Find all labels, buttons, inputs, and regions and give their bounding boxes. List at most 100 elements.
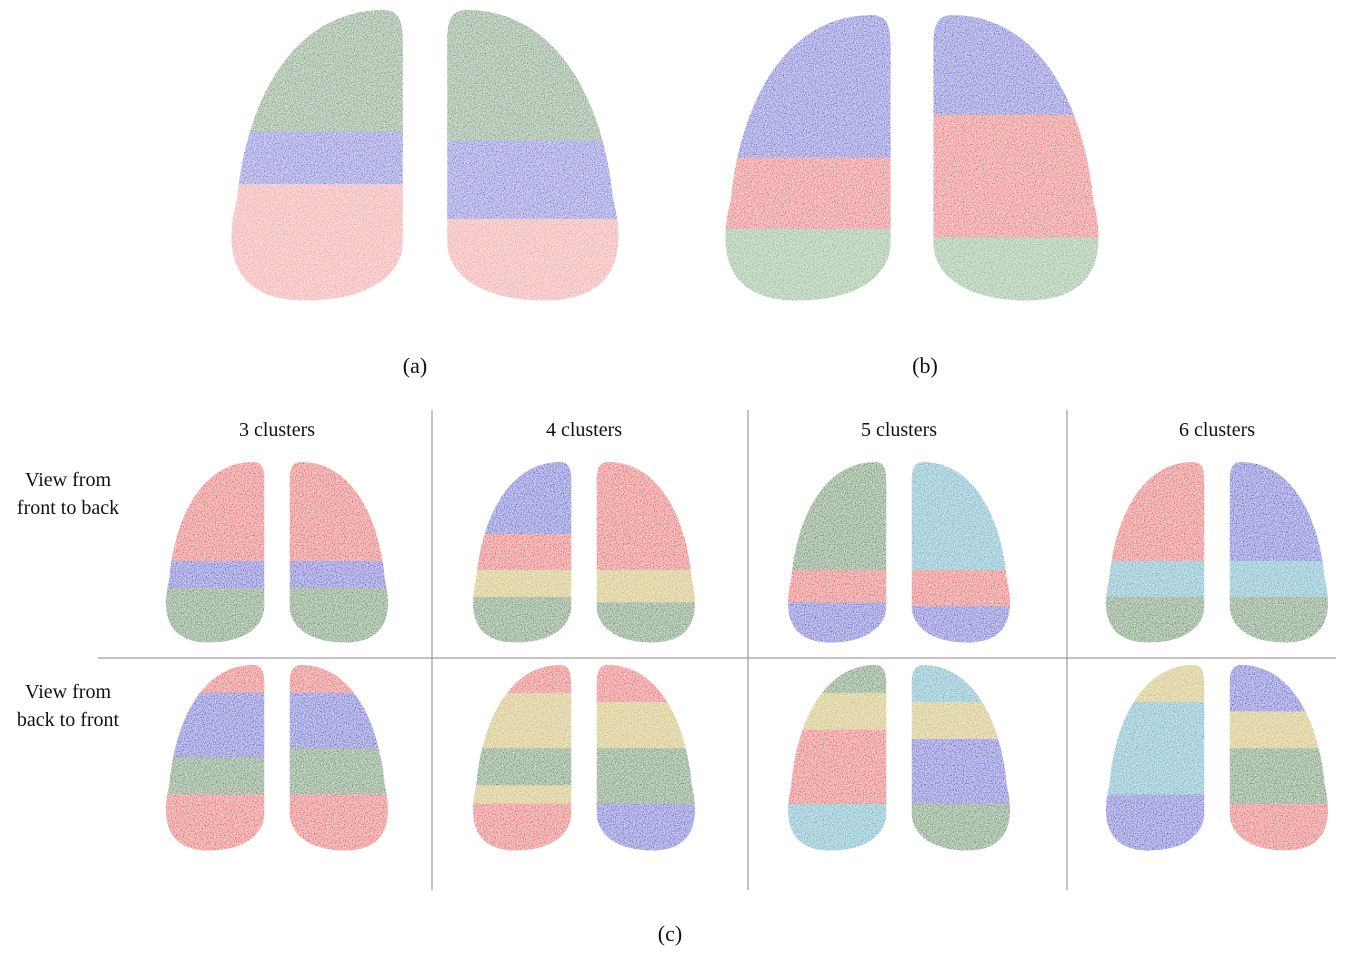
lung-region bbox=[158, 693, 270, 758]
lung-region bbox=[218, 10, 413, 132]
lung-region bbox=[465, 748, 577, 786]
lung-region bbox=[1224, 561, 1336, 598]
lung-region bbox=[284, 561, 396, 589]
lung bbox=[158, 462, 270, 643]
lung-region bbox=[780, 804, 892, 851]
lung-region bbox=[1224, 462, 1336, 562]
lung-region bbox=[906, 702, 1018, 740]
lung-region bbox=[465, 570, 577, 598]
lung-region bbox=[924, 15, 1112, 115]
lung bbox=[780, 462, 892, 643]
lung-region bbox=[158, 795, 270, 851]
lung-region bbox=[924, 115, 1112, 238]
lung-region bbox=[284, 795, 396, 851]
lung-region bbox=[591, 748, 703, 804]
lung-region bbox=[284, 588, 396, 643]
lung bbox=[780, 665, 892, 851]
lung bbox=[1224, 665, 1336, 851]
lung-region bbox=[712, 15, 900, 158]
lung-region bbox=[780, 462, 892, 571]
lung-region bbox=[591, 462, 703, 571]
lung-region bbox=[1224, 597, 1336, 643]
lung-region bbox=[1098, 462, 1210, 562]
lung-region bbox=[218, 184, 413, 301]
lung-region bbox=[780, 730, 892, 805]
lung-region bbox=[591, 665, 703, 703]
page: {"panels": { "a": {"label": "(a)"}, "b":… bbox=[0, 0, 1352, 950]
lung bbox=[924, 15, 1112, 301]
lung-region bbox=[1098, 702, 1210, 795]
lung-region bbox=[465, 534, 577, 571]
lung-region bbox=[712, 229, 900, 301]
lung bbox=[465, 462, 577, 643]
lung-region bbox=[465, 693, 577, 749]
column-header: 3 clusters bbox=[239, 419, 315, 441]
lung-region bbox=[591, 602, 703, 642]
lung-region bbox=[906, 665, 1018, 703]
lung-region bbox=[284, 665, 396, 693]
row-label: front to back bbox=[17, 497, 119, 519]
lung-region bbox=[284, 748, 396, 795]
lung-region bbox=[1224, 711, 1336, 749]
row-label: back to front bbox=[17, 709, 120, 731]
lung bbox=[437, 10, 632, 301]
lung-region bbox=[158, 462, 270, 562]
lung-region bbox=[1224, 748, 1336, 804]
column-header: 6 clusters bbox=[1179, 419, 1255, 441]
lung-region bbox=[1098, 561, 1210, 598]
lung bbox=[218, 10, 413, 301]
lung-region bbox=[284, 462, 396, 562]
lung-region bbox=[906, 606, 1018, 643]
lung-region bbox=[780, 693, 892, 731]
lung-region bbox=[465, 462, 577, 535]
lung-region bbox=[924, 237, 1112, 300]
lung bbox=[465, 665, 577, 851]
lung bbox=[284, 462, 396, 643]
lung bbox=[158, 665, 270, 851]
lung bbox=[1224, 462, 1336, 643]
lung bbox=[906, 462, 1018, 643]
lung-region bbox=[906, 804, 1018, 851]
lung-region bbox=[158, 665, 270, 693]
lung-region bbox=[465, 665, 577, 693]
lung-renderings bbox=[158, 10, 1336, 851]
lung-region bbox=[906, 739, 1018, 804]
lung-region bbox=[465, 785, 577, 804]
lung-region bbox=[906, 462, 1018, 571]
lung-region bbox=[465, 597, 577, 643]
lung-region bbox=[780, 570, 892, 603]
lung bbox=[591, 665, 703, 851]
panel-label: (a) bbox=[403, 353, 427, 378]
lung-region bbox=[780, 665, 892, 693]
row-label: View from bbox=[25, 469, 111, 491]
lung-region bbox=[284, 693, 396, 749]
lung bbox=[1098, 462, 1210, 643]
lung-region bbox=[1098, 665, 1210, 703]
lung bbox=[712, 15, 900, 301]
lung bbox=[906, 665, 1018, 851]
lung-region bbox=[437, 10, 632, 141]
lung-region bbox=[158, 758, 270, 796]
lung bbox=[1098, 665, 1210, 851]
lung-region bbox=[591, 804, 703, 851]
column-header: 5 clusters bbox=[861, 419, 937, 441]
figure: (a) (b) 3 clusters 4 clusters 5 clusters… bbox=[0, 0, 1352, 950]
lung-region bbox=[437, 219, 632, 301]
lung-region bbox=[780, 602, 892, 642]
lung-region bbox=[218, 132, 413, 185]
lung-region bbox=[437, 141, 632, 220]
lung bbox=[284, 665, 396, 851]
lung-region bbox=[712, 158, 900, 230]
lung-region bbox=[591, 570, 703, 603]
row-label: View from bbox=[25, 681, 111, 703]
lung-region bbox=[906, 570, 1018, 607]
lung-region bbox=[591, 702, 703, 749]
lung-region bbox=[1098, 597, 1210, 643]
panel-label: (b) bbox=[912, 353, 938, 378]
lung-region bbox=[1224, 665, 1336, 712]
lung-region bbox=[465, 804, 577, 851]
lung-region bbox=[1098, 795, 1210, 851]
lung-region bbox=[158, 561, 270, 589]
panel-label: (c) bbox=[658, 921, 682, 946]
lung bbox=[591, 462, 703, 643]
